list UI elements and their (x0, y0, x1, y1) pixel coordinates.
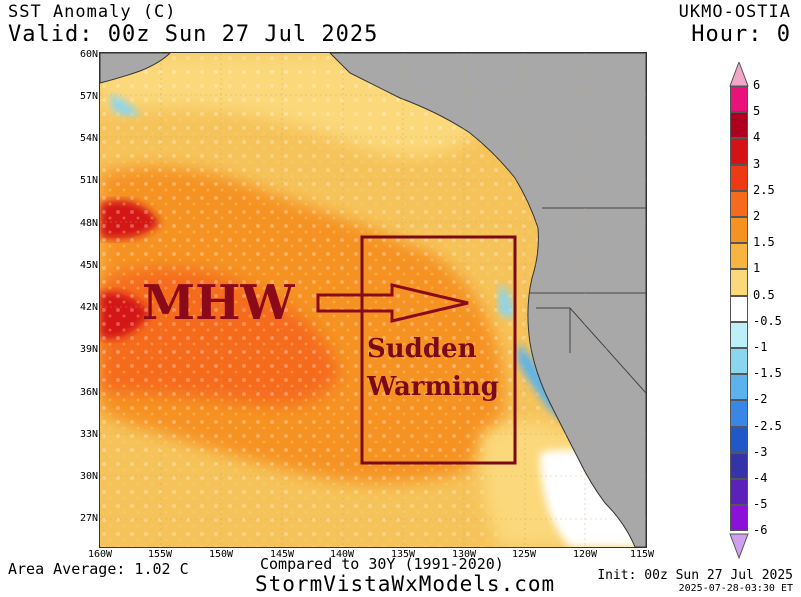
lat-label: 45N (79, 260, 98, 271)
grid-lines (100, 53, 646, 547)
mhw-label: MHW (142, 275, 295, 331)
mhw-arrow (316, 283, 469, 323)
lat-label: 54N (79, 133, 98, 144)
colorbar-segment (730, 112, 748, 139)
colorbar-segment (730, 426, 748, 453)
sst-anomaly-map (99, 52, 647, 548)
colorbar-segment (730, 217, 748, 244)
valid-time: Valid: 00z Sun 27 Jul 2025 (8, 22, 379, 47)
north-america-land (329, 53, 646, 547)
colorbar-label: -6 (753, 523, 768, 538)
colorbar-label: -3 (753, 444, 768, 459)
colorbar-segment (730, 164, 748, 191)
colorbar-segment (730, 400, 748, 427)
colorbar-label: -4 (753, 471, 768, 485)
lat-label: 60N (79, 49, 98, 60)
lon-label: 125W (512, 549, 537, 560)
warming-label: Warming (367, 372, 499, 402)
colorbar-segment (730, 269, 748, 296)
lon-label: 160W (88, 549, 113, 560)
lat-label: 48N (79, 218, 98, 229)
lat-label: 51N (79, 175, 98, 186)
colorbar: 6 5 4 3 2.5 2 1.5 1 0.5 -0.5 -1 -1.5 -2 -2.5 -3 -4 -5 -6 (727, 62, 787, 562)
colorbar-bottom-arrow (729, 533, 749, 560)
colorbar-label: 5 (753, 104, 761, 119)
map-canvas (100, 53, 646, 547)
lon-label: 150W (209, 549, 234, 560)
lat-label: 33N (79, 429, 98, 440)
colorbar-label: -1 (753, 340, 768, 354)
colorbar-label: -2 (753, 392, 768, 407)
sudden-warming-box (360, 235, 517, 465)
colorbar-segment (730, 374, 748, 401)
colorbar-label: -1.5 (753, 366, 782, 381)
cold-patch-gulf (110, 93, 140, 117)
colorbar-arrows (729, 62, 749, 560)
forecast-hour: Hour: 0 (691, 22, 791, 47)
colorbar-segment (730, 321, 748, 348)
colorbar-label: -2.5 (753, 418, 782, 433)
colorbar-label: 0.5 (753, 287, 775, 302)
colorbar-label: 1.5 (753, 235, 775, 250)
lat-label: 30N (79, 471, 98, 482)
colorbar-top-arrow (729, 62, 749, 87)
colorbar-label: 2 (753, 209, 761, 223)
colorbar-segment (730, 295, 748, 322)
lon-label: 155W (148, 549, 173, 560)
colorbar-segment (730, 138, 748, 165)
climatology-note: Compared to 30Y (1991-2020) (260, 555, 504, 573)
lon-label: 115W (630, 549, 655, 560)
colorbar-label: -5 (753, 497, 768, 512)
lon-label: 120W (573, 549, 598, 560)
colorbar-label: 6 (753, 78, 761, 92)
site-watermark: StormVistaWxModels.com (255, 572, 556, 596)
lat-label: 27N (79, 513, 98, 524)
alaska-land (100, 53, 171, 84)
lon-label: 135W (391, 549, 416, 560)
colorbar-label: 1 (753, 261, 761, 276)
lat-label: 57N (79, 91, 98, 102)
colorbar-segment (730, 348, 748, 375)
colorbar-segment (730, 505, 748, 532)
state-borders (530, 207, 646, 394)
colorbar-label: -0.5 (753, 313, 782, 328)
colorbar-segment (730, 86, 748, 113)
area-average: Area Average: 1.02 C (8, 560, 189, 578)
generation-stamp: 2025-07-28-03:30 ET (678, 583, 793, 594)
lon-label: 145W (270, 549, 295, 560)
lat-label: 39N (79, 344, 98, 355)
colorbar-label: 4 (753, 130, 761, 145)
colorbar-label: 3 (753, 156, 761, 171)
init-time: Init: 00z Sun 27 Jul 2025 (597, 568, 793, 583)
lon-label: 130W (452, 549, 477, 560)
sudden-label: Sudden (367, 334, 477, 364)
lon-label: 140W (330, 549, 355, 560)
colorbar-label: 2.5 (753, 182, 775, 197)
lat-label: 36N (79, 387, 98, 398)
lat-label: 42N (79, 302, 98, 313)
colorbar-segment (730, 479, 748, 506)
colorbar-segment (730, 190, 748, 217)
colorbar-segment (730, 452, 748, 479)
colorbar-segment (730, 243, 748, 270)
map-title: SST Anomaly (C) (8, 2, 177, 22)
model-name: UKMO-OSTIA (678, 2, 791, 22)
cold-patch-oregon (498, 283, 514, 318)
